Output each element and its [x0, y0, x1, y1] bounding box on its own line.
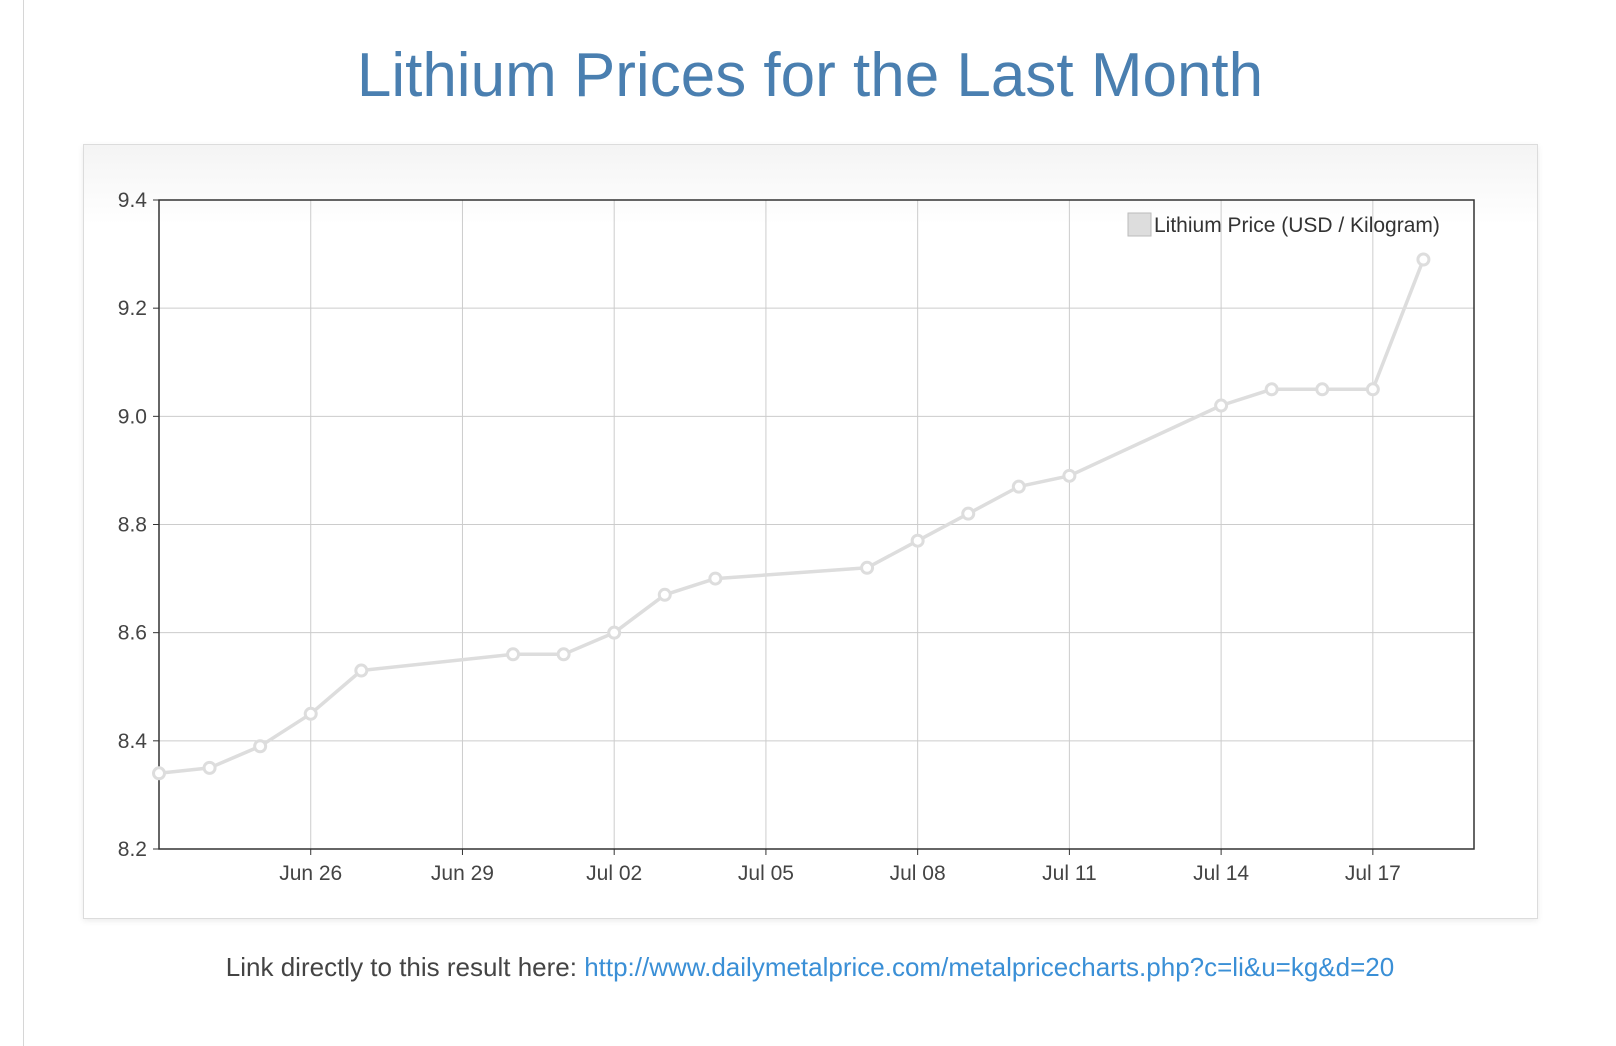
legend-swatch: [1127, 212, 1152, 237]
x-tick-label: Jul 05: [738, 862, 794, 885]
y-tick-label: 8.6: [118, 622, 147, 645]
x-tick-label: Jun 26: [279, 862, 342, 885]
data-point[interactable]: [253, 739, 268, 754]
data-point[interactable]: [1416, 252, 1431, 267]
data-point[interactable]: [1011, 479, 1026, 494]
legend[interactable]: Lithium Price (USD / Kilogram): [1127, 212, 1440, 237]
data-point[interactable]: [303, 706, 318, 721]
y-tick-label: 8.4: [118, 730, 148, 753]
lithium-price-chart: 8.2 8.4 8.6 8.8 9.0 9.2 9.4 Jun 26 Jun 29 Jul 02…: [118, 189, 1475, 885]
data-point[interactable]: [152, 766, 166, 781]
data-point[interactable]: [556, 647, 571, 662]
data-point[interactable]: [506, 647, 521, 662]
x-tick-label: Jul 11: [1042, 862, 1096, 885]
x-tick-label: Jul 14: [1193, 862, 1249, 885]
data-point[interactable]: [961, 506, 976, 521]
y-tick-label: 9.2: [118, 297, 147, 320]
page-title: Lithium Prices for the Last Month: [356, 41, 1264, 110]
x-tick-label: Jul 17: [1345, 862, 1401, 885]
x-axis-ticks: Jun 26 Jun 29 Jul 02 Jul 05 Jul 08 Jul 11 Jul …: [279, 849, 1401, 885]
y-axis-ticks: 8.2 8.4 8.6 8.8 9.0 9.2 9.4: [118, 189, 159, 861]
x-tick-label: Jun 29: [431, 862, 494, 885]
data-point[interactable]: [1214, 398, 1229, 413]
series-points: [152, 252, 1431, 781]
footer: Link directly to this result here: http:…: [0, 952, 1616, 983]
data-point[interactable]: [354, 663, 369, 678]
data-point[interactable]: [202, 760, 217, 775]
data-point[interactable]: [657, 587, 672, 602]
grid-layer: [159, 200, 1474, 849]
data-point[interactable]: [607, 625, 622, 640]
data-point[interactable]: [910, 533, 925, 548]
y-tick-label: 8.8: [118, 514, 147, 537]
data-point[interactable]: [708, 571, 723, 586]
chart-panel: 8.2 8.4 8.6 8.8 9.0 9.2 9.4 Jun 26 Jun 29 Jul 02…: [83, 144, 1538, 919]
data-point[interactable]: [1264, 382, 1279, 397]
data-point[interactable]: [860, 560, 875, 575]
direct-result-link[interactable]: http://www.dailymetalprice.com/metalpric…: [584, 952, 1395, 982]
data-point[interactable]: [1365, 382, 1380, 397]
y-tick-label: 9.0: [118, 405, 147, 428]
data-point[interactable]: [1315, 382, 1330, 397]
legend-label: Lithium Price (USD / Kilogram): [1154, 214, 1440, 237]
footer-prefix: Link directly to this result here:: [225, 952, 585, 982]
y-tick-label: 9.4: [118, 189, 148, 212]
x-tick-label: Jul 08: [890, 862, 946, 885]
y-tick-label: 8.2: [118, 838, 147, 861]
left-divider: [23, 0, 24, 1046]
x-tick-label: Jul 02: [586, 862, 642, 885]
series-line-lithium-price: [158, 258, 1426, 776]
data-point[interactable]: [1062, 468, 1077, 483]
